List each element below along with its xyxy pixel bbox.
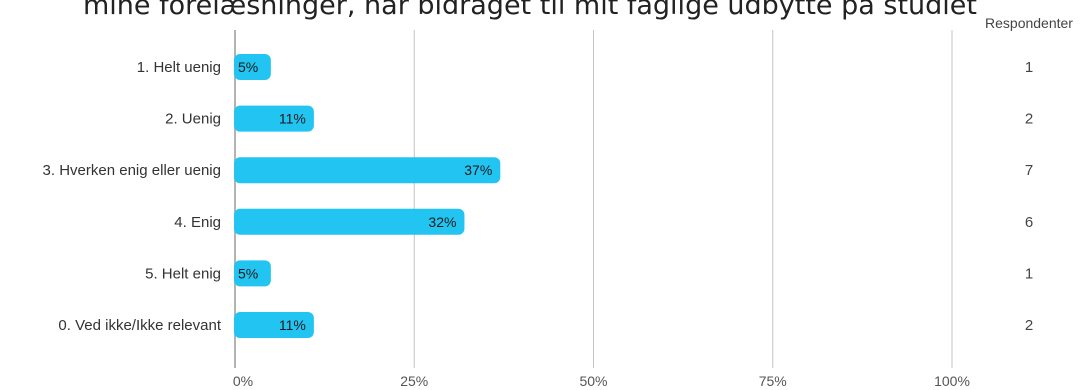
bar [234, 260, 271, 287]
respondent-count: 1 [1025, 265, 1033, 282]
bars-group: 1. Helt uenig 5% 1 2. Uenig 11% 2 3. Hverken e… [43, 54, 1033, 338]
category-label: 5. Helt enig [145, 265, 221, 282]
bar [234, 312, 314, 338]
respondent-count: 6 [1025, 214, 1033, 231]
category-label: 4. Enig [174, 214, 221, 231]
respondents-header: Respondenter [985, 15, 1073, 31]
x-tick-label-100: 100% [934, 373, 970, 389]
x-tick-label-75: 75% [759, 373, 787, 389]
respondent-count: 2 [1025, 317, 1033, 334]
bar [234, 54, 271, 80]
data-label: 32% [428, 214, 456, 230]
data-label: 5% [238, 265, 258, 281]
x-tick-label-0: 0% [233, 373, 253, 389]
bar [234, 157, 501, 184]
x-tick-labels: 0% 25% 50% 75% 100% [233, 373, 970, 389]
respondent-count: 7 [1025, 162, 1033, 179]
data-label: 5% [238, 59, 258, 75]
category-label: 0. Ved ikke/Ikke relevant [58, 317, 221, 334]
x-tick-label-25: 25% [400, 373, 428, 389]
bar [234, 105, 314, 132]
bar [234, 208, 465, 235]
data-label: 11% [279, 317, 306, 333]
data-label: 37% [464, 162, 492, 178]
respondent-count: 2 [1025, 111, 1033, 128]
category-label: 1. Helt uenig [137, 59, 221, 76]
category-label: 3. Hverken enig eller uenig [43, 162, 221, 179]
category-label: 2. Uenig [165, 111, 221, 128]
grid-lines [234, 30, 953, 368]
x-tick-label-50: 50% [579, 373, 607, 389]
data-label: 11% [279, 111, 306, 127]
chart-title: mine forelæsninger, har bidraget til mit… [83, 0, 977, 21]
respondent-count: 1 [1025, 59, 1033, 76]
